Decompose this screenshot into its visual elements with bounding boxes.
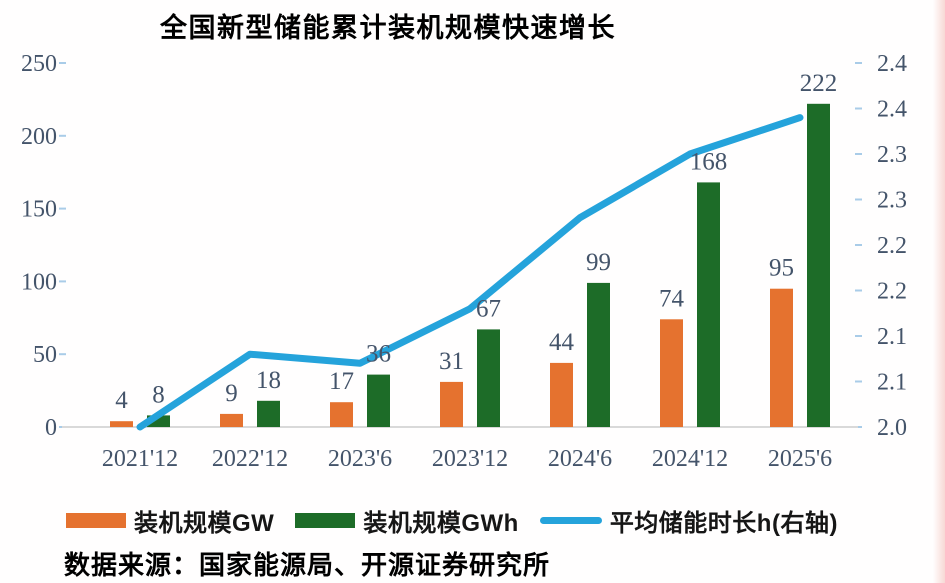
bar-label-gwh-3: 67 — [476, 295, 501, 322]
left-axis-label: 50 — [33, 342, 57, 368]
bar-gwh-4 — [587, 282, 610, 427]
bar-label-gwh-5: 168 — [690, 148, 728, 175]
left-axis-label: 150 — [21, 197, 57, 223]
plot-area: 0 50 100 150 200 250 2.0 2.1 2.1 2.2 2.2 2.3 2.3 2.4 2… — [21, 51, 907, 472]
trend-line — [136, 114, 804, 431]
bar-gw-0 — [110, 421, 133, 427]
legend: 装机规模GW 装机规模GWh 平均储能时长h(右轴) — [66, 503, 838, 538]
legend-swatch-gw-icon — [66, 512, 126, 528]
bar-label-gwh-2: 36 — [366, 341, 391, 368]
right-axis-label: 2.1 — [877, 324, 907, 350]
bar-gw-4 — [550, 362, 573, 427]
bar-gwh-3 — [477, 329, 500, 427]
right-axis-label: 2.2 — [877, 233, 907, 259]
right-axis-label: 2.1 — [877, 370, 907, 396]
bar-label-gw-5: 74 — [659, 285, 685, 312]
bar-label-gwh-0: 8 — [152, 381, 165, 408]
bar-gwh-2 — [367, 374, 390, 427]
left-axis-label: 250 — [21, 51, 57, 77]
bar-label-gwh-6: 222 — [800, 70, 838, 97]
left-axis-label: 0 — [45, 415, 57, 441]
x-axis-label: 2022'12 — [212, 446, 288, 472]
x-axis-label: 2024'6 — [548, 446, 612, 472]
x-axis-label: 2025'6 — [768, 446, 832, 472]
right-axis-label: 2.4 — [877, 97, 907, 123]
legend-swatch-line-icon — [539, 516, 602, 524]
bar-gwh-6 — [807, 103, 830, 428]
source-note: 数据来源：国家能源局、开源证券研究所 — [64, 550, 551, 580]
bar-gw-2 — [330, 402, 353, 427]
bar-label-gw-6: 95 — [769, 255, 794, 282]
bar-label-gw-4: 44 — [549, 329, 575, 356]
bar-label-gwh-4: 99 — [586, 249, 611, 276]
x-axis-label: 2023'6 — [328, 446, 392, 472]
right-axis-label: 2.0 — [877, 415, 907, 441]
legend-label-gwh: 装机规模GWh — [363, 509, 519, 537]
bar-gwh-5 — [697, 182, 720, 427]
left-axis-label: 100 — [21, 269, 57, 295]
bar-label-gw-3: 31 — [439, 348, 464, 375]
legend-item-gwh: 装机规模GWh — [295, 503, 518, 538]
legend-label-duration: 平均储能时长h(右轴) — [609, 509, 838, 537]
bar-gwh-1 — [257, 400, 280, 427]
left-axis-label: 200 — [21, 124, 57, 150]
right-axis-label: 2.4 — [877, 51, 907, 77]
x-axis-label: 2023'12 — [432, 446, 508, 472]
bar-label-gwh-1: 18 — [256, 367, 281, 394]
legend-item-duration: 平均储能时长h(右轴) — [539, 503, 838, 538]
right-axis-label: 2.3 — [877, 188, 907, 214]
bar-gw-5 — [660, 319, 683, 427]
x-axis-label: 2021'12 — [102, 446, 178, 472]
chart-title: 全国新型储能累计装机规模快速增长 — [160, 13, 616, 43]
legend-label-gw: 装机规模GW — [134, 509, 275, 537]
bar-gwh-0 — [147, 415, 170, 427]
right-axis-label: 2.2 — [877, 279, 907, 305]
legend-item-gw: 装机规模GW — [66, 503, 274, 538]
bar-label-gw-1: 9 — [225, 380, 238, 407]
bar-label-gw-2: 17 — [329, 368, 354, 395]
bar-gw-3 — [440, 381, 463, 427]
bar-gw-6 — [770, 288, 793, 427]
legend-swatch-gwh-icon — [295, 512, 356, 528]
right-axis-label: 2.3 — [877, 142, 907, 168]
x-axis-label: 2024'12 — [652, 446, 728, 472]
bar-gw-1 — [220, 413, 243, 427]
bar-label-gw-0: 4 — [115, 387, 128, 414]
